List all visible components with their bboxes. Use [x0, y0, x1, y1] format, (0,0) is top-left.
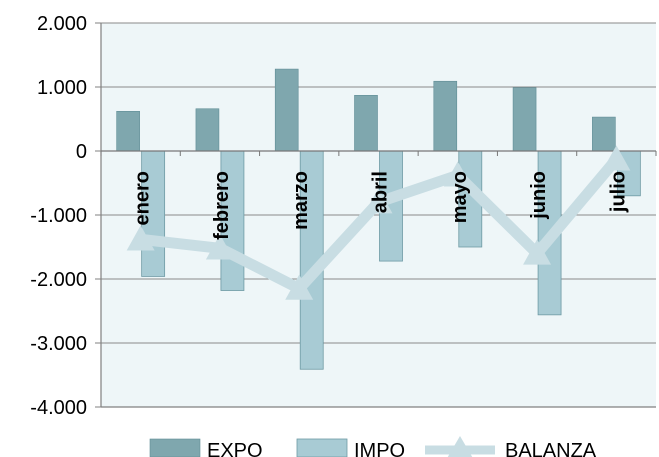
category-labels: enero febrero marzo abril mayo junio julio: [132, 171, 630, 240]
balanza-marker: [205, 234, 234, 260]
bar-expo: [354, 95, 378, 152]
y-tick-label: 0: [76, 141, 87, 163]
category-label: julio: [607, 171, 629, 213]
bar-expo: [195, 108, 220, 152]
balanza-marker: [523, 239, 552, 265]
axes: [95, 22, 657, 408]
category-label: abril: [370, 171, 392, 213]
y-tick-label: -2.000: [30, 269, 87, 291]
bar-expo: [592, 116, 616, 152]
y-tick-labels: 2.000 1.000 0 -1.000 -2.000 -3.000 -4.000: [30, 13, 87, 419]
bar-expo: [433, 80, 458, 152]
y-tick-label: -4.000: [30, 397, 87, 419]
category-label: mayo: [449, 171, 471, 223]
legend-swatch-expo: [149, 438, 201, 457]
bar-expo: [512, 87, 537, 152]
y-tick-label: 1.000: [37, 77, 87, 99]
legend: EXPO IMPO BALANZA: [149, 436, 597, 457]
y-tick-label: -3.000: [30, 333, 87, 355]
legend-label-impo: IMPO: [354, 440, 405, 457]
legend-swatch-impo: [296, 438, 348, 457]
legend-label-balanza: BALANZA: [505, 440, 597, 457]
bar-expo: [116, 111, 140, 152]
balanza-marker: [285, 274, 314, 300]
category-label: enero: [132, 171, 154, 225]
balanza-marker: [126, 225, 155, 251]
legend-label-expo: EXPO: [207, 440, 263, 457]
balanza-marker: [602, 145, 631, 171]
balanza-marker: [443, 161, 472, 187]
balanza-marker: [364, 188, 393, 214]
y-tick-label: 2.000: [37, 13, 87, 35]
legend-marker-balanza: [447, 436, 473, 457]
balance-line: [126, 145, 631, 300]
category-label: junio: [528, 171, 550, 220]
category-label: febrero: [211, 171, 233, 240]
y-tick-label: -1.000: [30, 205, 87, 227]
bar-expo: [274, 68, 299, 152]
category-label: marzo: [290, 171, 312, 230]
